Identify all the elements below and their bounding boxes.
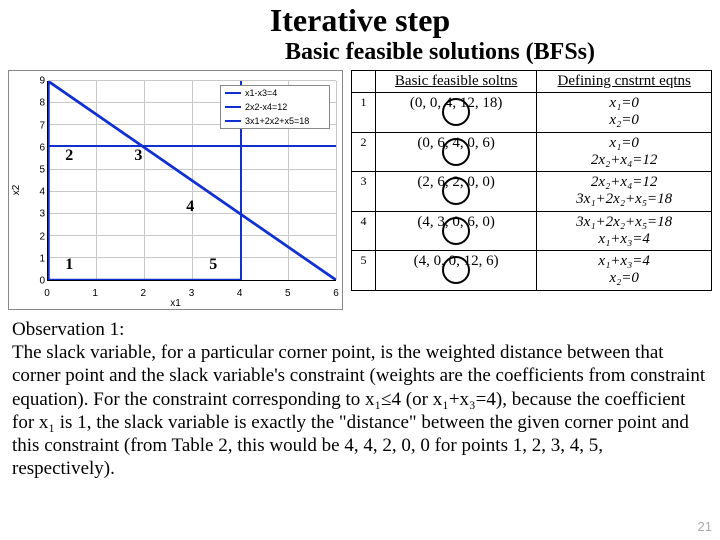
page-subtitle: Basic feasible solutions (BFSs) — [0, 39, 720, 66]
row-index: 3 — [352, 172, 376, 212]
chart-container: x2 x1 — [8, 70, 343, 310]
circle-icon — [442, 138, 470, 166]
table-row: 3 (2, 6, 2, 0, 0) 2x₂+x₄=123x₁+2x₂+x₅=18 — [352, 172, 712, 212]
chart-legend: x1-x3=4 2x2-x4=12 3x1+2x2+x5=18 — [220, 85, 330, 129]
table-row: 5 (4, 0, 0, 12, 6) x₁+x₃=4x₂=0 — [352, 251, 712, 291]
circle-icon — [442, 177, 470, 205]
bfs-solution: (0, 0, 4, 12, 18) — [376, 93, 537, 133]
constraint-eqns: 2x₂+x₄=123x₁+2x₂+x₅=18 — [537, 172, 712, 212]
constraint-eqns: 3x₁+2x₂+x₅=18x₁+x₃=4 — [537, 211, 712, 251]
legend-label: 3x1+2x2+x5=18 — [245, 116, 309, 126]
corner-point-label: 2 — [65, 147, 73, 165]
corner-point-label: 1 — [65, 256, 73, 274]
bfs-solution: (2, 6, 2, 0, 0) — [376, 172, 537, 212]
circle-icon — [442, 98, 470, 126]
observation-heading: Observation 1: — [12, 319, 124, 340]
top-row: x2 x1 — [0, 66, 720, 310]
page-title: Iterative step — [0, 0, 720, 39]
row-index: 4 — [352, 211, 376, 251]
y-axis-label: x2 — [11, 185, 22, 196]
legend-label: x1-x3=4 — [245, 88, 277, 98]
row-index: 1 — [352, 93, 376, 133]
row-index: 5 — [352, 251, 376, 291]
bfs-table-container: Basic feasible soltns Defining cnstrnt e… — [351, 70, 712, 310]
table-row: 2 (0, 6, 4, 0, 6) x₁=02x₂+x₄=12 — [352, 132, 712, 172]
corner-point-label: 3 — [134, 147, 142, 165]
constraint-eqns: x₁+x₃=4x₂=0 — [537, 251, 712, 291]
corner-point-label: 4 — [186, 198, 194, 216]
constraint-eqns: x₁=02x₂+x₄=12 — [537, 132, 712, 172]
observation-body: The slack variable, for a particular cor… — [12, 342, 705, 479]
table-header-row: Basic feasible soltns Defining cnstrnt e… — [352, 71, 712, 93]
x-axis-label: x1 — [170, 298, 181, 309]
legend-label: 2x2-x4=12 — [245, 102, 287, 112]
feasible-region-chart: x2 x1 — [8, 70, 343, 310]
bfs-solution: (0, 6, 4, 0, 6) — [376, 132, 537, 172]
constraint-eqns: x₁=0x₂=0 — [537, 93, 712, 133]
table-header: Defining cnstrnt eqtns — [537, 71, 712, 93]
bfs-table: Basic feasible soltns Defining cnstrnt e… — [351, 70, 712, 291]
circle-icon — [442, 256, 470, 284]
bfs-solution: (4, 3, 0, 6, 0) — [376, 211, 537, 251]
circle-icon — [442, 217, 470, 245]
bfs-solution: (4, 0, 0, 12, 6) — [376, 251, 537, 291]
corner-point-label: 5 — [209, 256, 217, 274]
page-number: 21 — [698, 519, 712, 534]
table-row: 4 (4, 3, 0, 6, 0) 3x₁+2x₂+x₅=18x₁+x₃=4 — [352, 211, 712, 251]
table-header: Basic feasible soltns — [376, 71, 537, 93]
table-row: 1 (0, 0, 4, 12, 18) x₁=0x₂=0 — [352, 93, 712, 133]
table-header — [352, 71, 376, 93]
row-index: 2 — [352, 132, 376, 172]
observation-text: Observation 1: The slack variable, for a… — [0, 310, 720, 480]
